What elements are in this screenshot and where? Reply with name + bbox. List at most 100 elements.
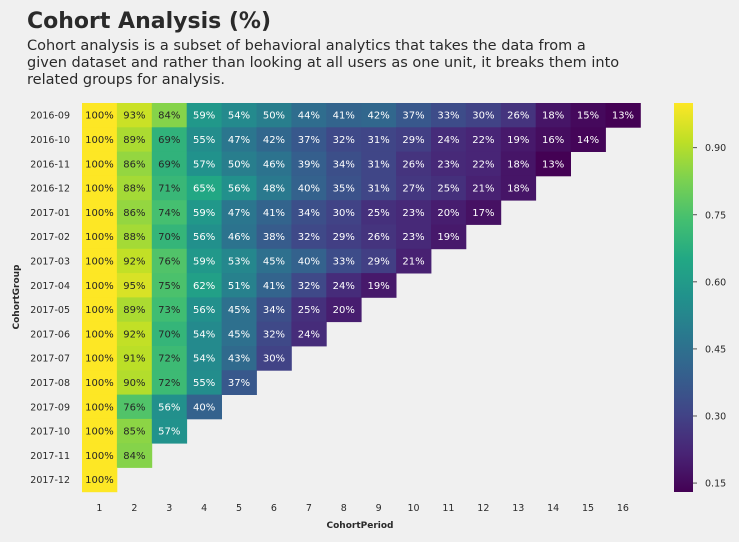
cell-value-label: 38% [263, 232, 285, 243]
heatmap-cell [186, 248, 222, 274]
heatmap-cell [221, 151, 257, 177]
cell-value-label: 100% [85, 427, 114, 438]
y-tick-label: 2017-05 [30, 305, 70, 316]
cell-value-label: 32% [298, 232, 320, 243]
x-tick-label: 10 [408, 503, 420, 514]
heatmap-cell [396, 175, 432, 201]
cell-value-label: 18% [507, 159, 529, 170]
x-tick-label: 15 [582, 503, 594, 514]
heatmap-cell [82, 127, 118, 152]
heatmap-cell [221, 321, 257, 347]
heatmap-cell [256, 321, 292, 347]
y-tick-label: 2016-11 [30, 159, 70, 170]
x-tick-label: 7 [306, 503, 312, 514]
cell-value-label: 100% [85, 378, 114, 389]
cell-value-label: 89% [123, 305, 145, 316]
heatmap-cell [570, 127, 606, 152]
chart-title: Cohort Analysis (%) [27, 9, 272, 34]
heatmap-cell [82, 297, 118, 323]
cell-value-label: 31% [368, 159, 390, 170]
cell-value-label: 42% [368, 111, 390, 122]
heatmap-cell [116, 418, 153, 444]
heatmap-cell [151, 273, 188, 298]
cell-value-label: 44% [298, 111, 320, 122]
heatmap-cell [256, 273, 292, 298]
y-tick-label: 2017-01 [30, 208, 70, 219]
cell-value-label: 31% [368, 184, 390, 195]
cell-value-label: 23% [402, 232, 424, 243]
cell-value-label: 25% [437, 184, 459, 195]
heatmap-cell [500, 127, 537, 152]
heatmap-cell [82, 321, 118, 347]
cell-value-label: 76% [123, 402, 145, 413]
heatmap-cell [570, 103, 606, 128]
heatmap-cell [291, 127, 327, 152]
heatmap-cell [151, 346, 188, 371]
heatmap-cell [256, 248, 292, 274]
heatmap-cell [535, 151, 571, 177]
cell-value-label: 56% [158, 402, 180, 413]
cell-value-label: 47% [228, 208, 250, 219]
cell-value-label: 100% [85, 329, 114, 340]
heatmap-cell [151, 394, 188, 420]
heatmap-cell [221, 370, 257, 395]
heatmap-cell [82, 418, 118, 444]
cell-value-label: 69% [158, 135, 180, 146]
heatmap-cell [291, 297, 327, 323]
colorbar-ticks: 0.15 0.30 0.45 0.60 0.75 0.90 [693, 143, 726, 490]
heatmap-cell [326, 151, 362, 177]
cell-value-label: 25% [298, 305, 320, 316]
heatmap-cell [465, 175, 502, 201]
cell-value-label: 95% [123, 281, 145, 292]
heatmap-cell [151, 127, 188, 152]
cell-value-label: 19% [507, 135, 529, 146]
colorbar-tick-label: 0.75 [705, 210, 726, 221]
heatmap-cell [221, 224, 257, 250]
x-tick-label: 9 [376, 503, 382, 514]
cell-value-label: 59% [193, 208, 215, 219]
cell-value-label: 41% [263, 208, 285, 219]
heatmap-cell [116, 103, 153, 128]
heatmap-cell [326, 200, 362, 225]
y-tick-label: 2017-06 [30, 329, 70, 340]
cell-value-label: 33% [437, 111, 459, 122]
heatmap-cell [465, 200, 502, 225]
heatmap-cell [361, 151, 397, 177]
cell-value-label: 30% [472, 111, 494, 122]
heatmap-cell [82, 370, 118, 395]
heatmap-cell [326, 248, 362, 274]
colorbar-tick-label: 0.60 [705, 277, 726, 288]
cell-value-label: 100% [85, 354, 114, 365]
heatmap-cell [500, 151, 537, 177]
heatmap-cell [431, 151, 467, 177]
heatmap-cell [465, 127, 502, 152]
cell-value-label: 88% [123, 184, 145, 195]
heatmap-cell [221, 200, 257, 225]
cell-value-label: 26% [507, 111, 529, 122]
heatmap-cell [116, 273, 153, 298]
x-tick-label: 4 [201, 503, 207, 514]
heatmap-cell [396, 103, 432, 128]
cell-value-label: 39% [298, 159, 320, 170]
cell-value-label: 93% [123, 111, 145, 122]
heatmap-cell [186, 321, 222, 347]
cell-value-label: 42% [263, 135, 285, 146]
cell-value-label: 65% [193, 184, 215, 195]
y-tick-label: 2017-10 [30, 427, 70, 438]
heatmap-cell [326, 273, 362, 298]
cell-value-label: 24% [298, 329, 320, 340]
cell-value-label: 100% [85, 402, 114, 413]
heatmap-cell [291, 321, 327, 347]
cell-value-label: 85% [123, 427, 145, 438]
heatmap-cell [326, 297, 362, 323]
heatmap-cell [291, 248, 327, 274]
heatmap-cell [465, 151, 502, 177]
heatmap-cell [396, 224, 432, 250]
y-tick-label: 2016-12 [30, 184, 70, 195]
cell-value-label: 32% [298, 281, 320, 292]
cell-value-label: 50% [228, 159, 250, 170]
cell-value-label: 29% [368, 256, 390, 267]
cell-value-label: 54% [193, 354, 215, 365]
cell-value-label: 100% [85, 111, 114, 122]
heatmap-cell [82, 200, 118, 225]
